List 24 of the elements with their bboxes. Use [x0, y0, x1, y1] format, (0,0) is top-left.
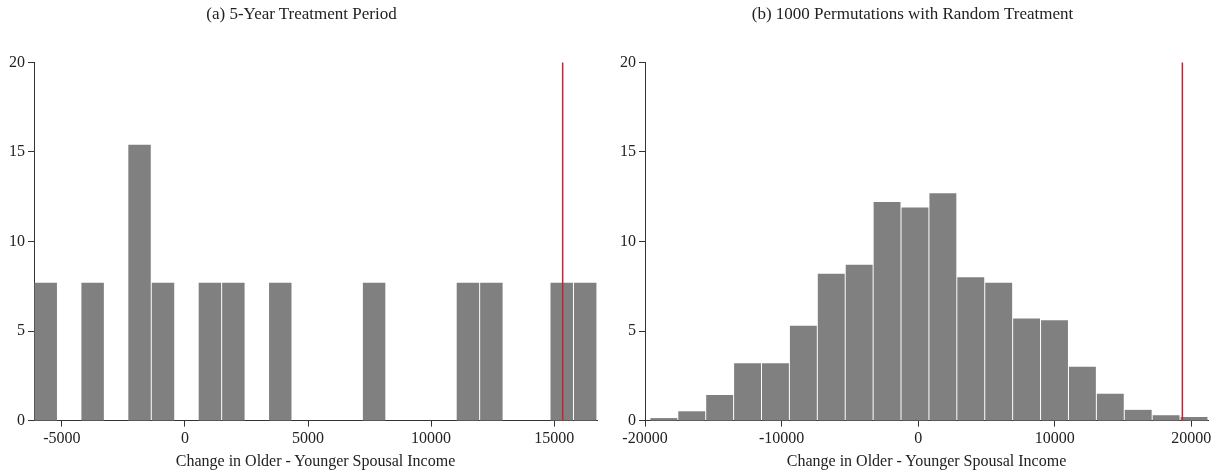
x-tick-label: 5000: [292, 429, 325, 447]
y-tick-label: 0: [628, 410, 636, 428]
x-axis-title: Change in Older - Younger Spousal Income: [786, 451, 1067, 470]
x-tick-label: 10000: [411, 429, 452, 447]
x-tick-label: -5000: [43, 429, 81, 447]
y-tick-label: 5: [628, 321, 636, 339]
x-tick-label: -10000: [758, 429, 805, 447]
chart-title: (b) 1000 Permutations with Random Treatment: [751, 3, 1074, 23]
y-tick-label: 10: [620, 231, 636, 249]
x-tick-label: 10000: [1034, 429, 1075, 447]
x-tick-label: 0: [180, 429, 189, 447]
y-tick-label: 20: [9, 52, 25, 70]
x-tick-label: 20000: [1171, 429, 1212, 447]
x-axis-title: Change in Older - Younger Spousal Income: [175, 451, 456, 470]
chart-title: (a) 5-Year Treatment Period: [206, 3, 398, 23]
y-tick-label: 20: [620, 52, 636, 70]
x-tick-label: 15000: [534, 429, 575, 447]
y-tick-label: 10: [9, 231, 25, 249]
y-tick-label: 0: [17, 410, 25, 428]
x-tick-label: -20000: [622, 429, 668, 447]
y-tick-label: 15: [9, 142, 25, 160]
y-tick-label: 15: [620, 142, 636, 160]
x-tick-label: 0: [914, 429, 923, 447]
y-tick-label: 5: [17, 321, 25, 339]
